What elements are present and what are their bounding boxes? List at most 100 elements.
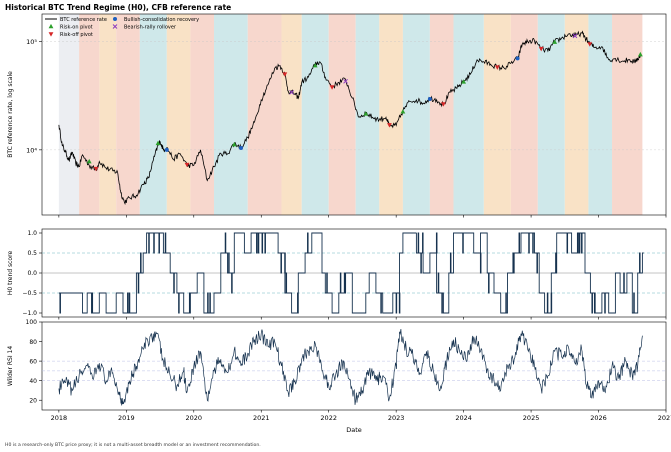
regime-band <box>588 14 613 215</box>
rsi-y-label: Wilder RSI 14 <box>7 346 14 386</box>
regime-band <box>247 14 282 215</box>
x-tick-label: 2019 <box>118 414 135 422</box>
x-tick-label: 2024 <box>455 414 472 422</box>
trend-tick-label: −0.5 <box>22 290 37 297</box>
event-marker <box>515 56 520 61</box>
regime-band <box>402 14 430 215</box>
regime-band <box>453 14 484 215</box>
event-marker <box>164 147 169 152</box>
rsi-reference-lines <box>42 360 666 381</box>
regime-band <box>58 14 80 215</box>
x-tick-label: 2018 <box>51 414 68 422</box>
event-marker <box>587 42 593 47</box>
regime-band <box>612 14 643 215</box>
regime-band <box>139 14 167 215</box>
price-y-label: BTC reference rate, log scale <box>7 71 14 158</box>
legend-swatch <box>48 23 54 29</box>
price-legend: BTC reference rate Risk-on pivotRisk-off … <box>45 17 199 38</box>
price-y-ticks: 10⁴ 10⁵ <box>26 38 42 154</box>
price-plot-frame <box>41 13 667 216</box>
rsi-tick-label: 80 <box>29 339 37 346</box>
x-tick-label: 2021 <box>253 414 270 422</box>
rsi-y-ticks: 20 40 60 80 100 <box>26 319 42 404</box>
event-marker <box>86 158 92 164</box>
event-marker <box>552 39 558 44</box>
regime-band <box>510 14 538 215</box>
rsi-plot-frame <box>41 321 667 411</box>
event-marker <box>400 109 406 114</box>
trend-y-label: H0 trend score <box>7 251 14 296</box>
trend-tick-label: 0.0 <box>27 270 37 277</box>
price-panel: 10⁴ 10⁵ BTC reference rate, log scale BTC… <box>7 13 667 216</box>
trend-score-panel: −1.0 −0.5 0.0 0.5 1.0 H0 trend score <box>7 228 667 318</box>
chart-title: Historical BTC Trend Regime (H0), CFB re… <box>5 3 231 12</box>
event-marker <box>440 102 446 107</box>
event-marker <box>329 85 335 90</box>
event-marker <box>538 46 544 52</box>
btc-price-line <box>58 30 641 206</box>
regime-band <box>166 14 191 215</box>
x-tick-label: 2027 <box>658 414 671 422</box>
legend-label: BTC reference rate <box>60 17 107 23</box>
event-marker <box>363 111 369 116</box>
legend-label: Risk-off pivot <box>60 32 93 38</box>
legend-swatch <box>48 32 54 37</box>
rsi-tick-label: 40 <box>29 378 37 385</box>
price-gridlines <box>42 41 666 151</box>
legend-swatch <box>112 24 118 29</box>
rsi-tick-label: 60 <box>29 358 37 365</box>
event-marker <box>289 89 294 95</box>
trend-tick-label: −1.0 <box>22 310 37 317</box>
regime-band <box>429 14 454 215</box>
regime-band <box>214 14 248 215</box>
regime-band <box>301 14 329 215</box>
event-marker <box>387 123 392 128</box>
x-tick-label: 2026 <box>590 414 607 422</box>
rsi-tick-label: 100 <box>26 319 38 326</box>
event-marker <box>461 79 467 84</box>
event-marker <box>239 146 244 151</box>
rsi-panel: 20 40 60 80 100 2018 2019 2020 2021 2022 2023 2024… <box>7 215 671 434</box>
x-axis-label: Date <box>346 426 362 434</box>
x-tick-label: 2023 <box>388 414 405 422</box>
legend-label: Risk-on pivot <box>60 25 93 31</box>
x-tick-label: 2022 <box>320 414 337 422</box>
x-tick-label: 2025 <box>523 414 540 422</box>
regime-band <box>564 14 589 215</box>
regime-band <box>483 14 511 215</box>
regime-bands <box>58 14 643 215</box>
regime-band <box>328 14 356 215</box>
event-marker <box>427 97 432 102</box>
x-tick-label: 2020 <box>186 414 203 422</box>
event-marker <box>155 140 161 146</box>
event-marker <box>93 166 99 172</box>
event-marker <box>637 51 643 57</box>
trend-score-line <box>58 232 644 314</box>
event-marker <box>184 162 190 168</box>
pivot-markers <box>86 33 643 172</box>
regime-band <box>116 14 140 215</box>
price-tick-label: 10⁵ <box>26 38 37 46</box>
date-x-ticks: 2018 2019 2020 2021 2022 2023 2024 2025 2026 2027 <box>51 215 671 422</box>
regime-band <box>281 14 302 215</box>
event-marker <box>494 65 500 70</box>
price-tick-label: 10⁴ <box>26 146 37 154</box>
regime-band <box>379 14 403 215</box>
rsi-tick-label: 20 <box>29 397 37 404</box>
event-marker <box>231 141 237 147</box>
legend-swatch <box>113 17 117 21</box>
footnote: H0 is a research-only BTC price proxy; i… <box>5 442 261 448</box>
event-marker <box>282 72 288 77</box>
regime-band <box>79 14 100 215</box>
trend-tick-label: 0.5 <box>27 250 37 257</box>
legend-label: Bullish-consolidation recovery <box>124 17 199 23</box>
regime-band <box>537 14 565 215</box>
rsi-line <box>58 328 643 406</box>
regime-band <box>99 14 117 215</box>
event-marker <box>343 78 348 84</box>
event-marker <box>572 33 578 39</box>
legend-label: Bearish-rally rollover <box>124 25 177 31</box>
regime-band <box>190 14 215 215</box>
trend-y-ticks: −1.0 −0.5 0.0 0.5 1.0 <box>22 230 42 317</box>
